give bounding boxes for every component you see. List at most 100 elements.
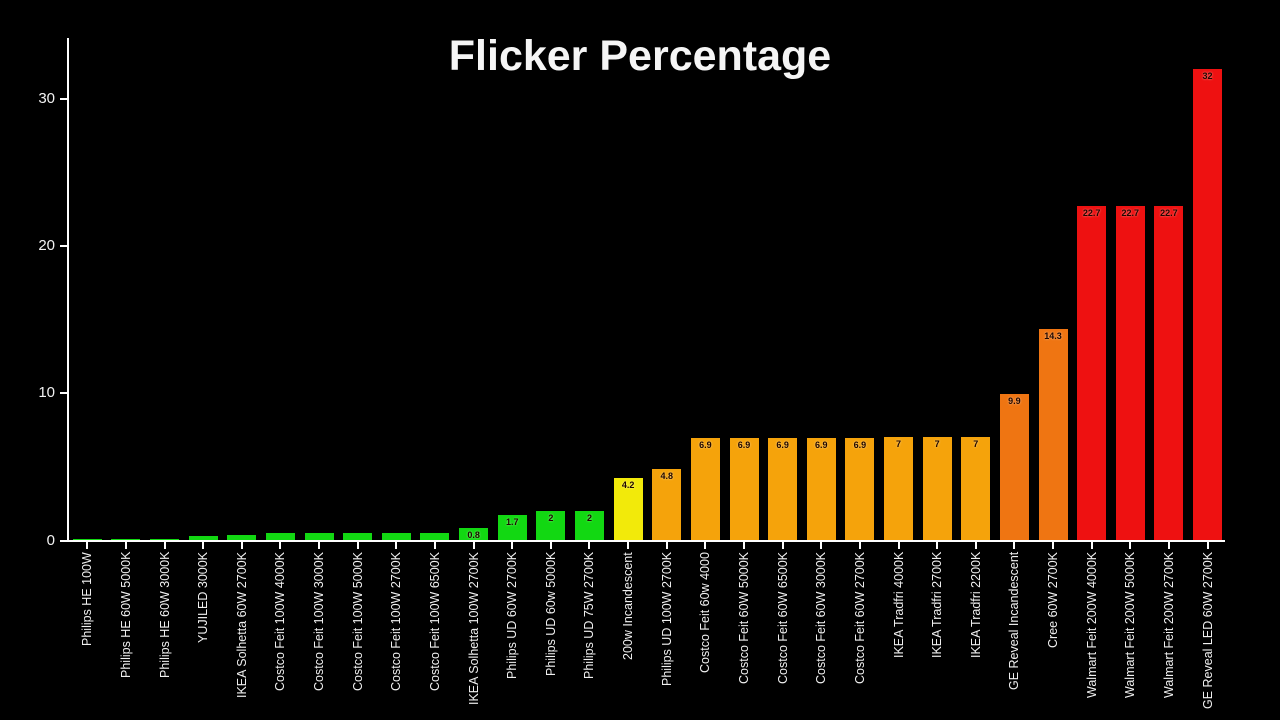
x-tick-label: IKEA Solhetta 100W 2700K (466, 552, 481, 705)
x-tick-label: IKEA Tradfri 4000K (891, 552, 906, 659)
x-axis-tick (163, 542, 166, 549)
x-axis-tick (1167, 542, 1170, 549)
x-axis-tick (588, 542, 591, 549)
bar-value-label: 2 (586, 512, 592, 523)
bar (922, 436, 952, 540)
x-tick-label: GE Reveal Incandescent (1007, 552, 1022, 691)
x-tick-label: Costco Feit 60w 4000 (698, 552, 713, 673)
bar (497, 514, 527, 540)
x-tick-label: Costco Feit 100W 4000K (273, 552, 288, 691)
x-axis-tick (433, 542, 436, 549)
x-axis-tick (86, 542, 89, 549)
bar-value-label: 4.8 (660, 471, 673, 482)
x-tick-label: Walmart Feit 200W 4000K (1084, 552, 1099, 699)
bar-value-label: 1.7 (505, 516, 519, 527)
bar-value-label: 6.9 (853, 440, 867, 451)
x-tick-label: YUJILED 3000K (196, 552, 211, 644)
bar (1154, 205, 1184, 540)
bar (768, 438, 798, 540)
x-tick-label: IKEA Tradfri 2200K (968, 552, 983, 659)
x-tick-label: Costco Feit 60W 3000K (814, 552, 829, 685)
x-axis-tick (511, 542, 514, 549)
bar (381, 533, 411, 540)
x-axis-tick (858, 542, 861, 549)
x-axis-tick (665, 542, 668, 549)
x-tick-label: Walmart Feit 200W 5000K (1123, 552, 1138, 699)
x-tick-label: IKEA Tradfri 2700K (930, 552, 945, 659)
x-axis-tick (279, 542, 282, 549)
x-axis-tick (704, 542, 707, 549)
bar (111, 538, 141, 540)
x-axis-tick (1129, 542, 1132, 549)
x-tick-label: Philips UD 100W 2700K (659, 552, 674, 687)
x-tick-label: GE Reveal LED 60W 2700K (1200, 552, 1215, 710)
y-tick-label: 10 (38, 384, 55, 402)
bar-value-label: 6.9 (815, 440, 828, 451)
bar (1193, 68, 1223, 540)
bar (806, 438, 836, 540)
bar (536, 510, 566, 540)
y-axis-tick (60, 244, 67, 247)
x-tick-label: Costco Feit 100W 6500K (427, 552, 442, 691)
chart-title: Flicker Percentage (448, 32, 832, 80)
bar-value-label: 2 (548, 512, 554, 523)
x-tick-label: Philips UD 60w 5000K (543, 552, 558, 677)
bar-value-label: 9.9 (1008, 396, 1021, 407)
bar-value-label: 14.3 (1044, 331, 1062, 342)
bar (459, 528, 489, 540)
bar (1115, 205, 1145, 540)
x-tick-label: Costco Feit 60W 5000K (737, 552, 751, 685)
x-axis-tick (820, 542, 823, 549)
y-axis-tick (60, 539, 67, 542)
x-axis-tick (936, 542, 939, 549)
bar-value-label: 22.7 (1121, 207, 1140, 218)
bar (343, 533, 373, 540)
x-axis-tick (240, 542, 243, 549)
x-axis-tick (974, 542, 977, 549)
bar-value-label: 6.9 (699, 440, 712, 451)
x-tick-label: Costco Feit 60W 6500K (775, 552, 790, 685)
bar (884, 436, 914, 540)
x-axis-tick (472, 542, 475, 549)
bar-value-label: 7 (973, 438, 979, 449)
x-axis-tick (318, 542, 321, 549)
y-axis-tick (60, 97, 67, 100)
x-axis-line (67, 540, 1225, 542)
y-tick-label: 30 (38, 89, 55, 107)
bar (845, 438, 875, 540)
bar (304, 533, 334, 540)
x-axis-tick (1090, 542, 1093, 549)
bar (613, 478, 643, 540)
x-axis-tick (1052, 542, 1055, 549)
y-tick-label: 20 (38, 236, 55, 254)
bar (729, 438, 759, 540)
x-axis-tick (743, 542, 745, 549)
bar-value-label: 22.7 (1082, 207, 1101, 218)
x-tick-label: Costco Feit 100W 5000K (350, 552, 365, 691)
bar (652, 469, 682, 540)
bar (961, 436, 991, 540)
x-axis-tick (781, 542, 784, 549)
bar-value-label: 7 (934, 438, 940, 449)
x-axis-tick (1013, 542, 1016, 549)
y-axis-tick (60, 392, 67, 395)
x-axis-tick (1206, 542, 1209, 549)
bar (420, 532, 450, 540)
bar-value-label: 4.2 (621, 480, 635, 491)
x-axis-tick (356, 542, 359, 549)
x-tick-label: Philips HE 100W (80, 552, 95, 646)
x-tick-label: Philips UD 75W 2700K (582, 552, 597, 680)
bar-value-label: 32 (1202, 70, 1213, 81)
x-axis-tick (897, 542, 900, 549)
x-tick-label: 200w Incandescent (621, 552, 636, 660)
x-axis-tick (124, 542, 127, 549)
bar (1038, 329, 1068, 540)
bar-value-label: 7 (896, 438, 902, 449)
bar (1077, 205, 1107, 540)
bar (150, 538, 180, 540)
x-tick-label: Cree 60W 2700K (1046, 552, 1061, 648)
y-axis-line (67, 38, 69, 542)
x-axis-tick (395, 542, 398, 549)
x-tick-label: Costco Feit 100W 3000K (312, 552, 327, 691)
